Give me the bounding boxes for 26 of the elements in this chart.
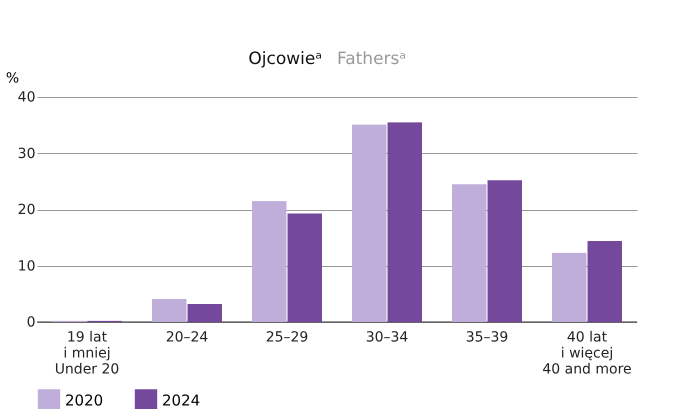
y-tick-label: 40 xyxy=(18,90,36,106)
x-tick-label: 40 lat i więcej 40 and more xyxy=(542,330,632,378)
y-axis-title: % xyxy=(6,70,20,86)
bar xyxy=(488,180,522,322)
bar xyxy=(552,252,586,322)
chart-title: Ojcowieᵃ xyxy=(248,49,322,69)
bar xyxy=(352,124,386,322)
bar xyxy=(452,184,486,322)
legend-label: 2024 xyxy=(162,391,200,409)
legend-label: 2020 xyxy=(65,391,104,409)
bar xyxy=(588,241,622,322)
x-tick-label: 20–24 xyxy=(166,330,208,346)
chart-subtitle: Fathersᵃ xyxy=(337,49,406,69)
y-tick-label: 0 xyxy=(26,314,36,330)
bar xyxy=(388,122,422,322)
x-tick-label: 19 lat i mniej Under 20 xyxy=(54,330,120,378)
y-tick-label: 20 xyxy=(18,202,36,218)
x-tick-label: 25–29 xyxy=(266,330,308,346)
bar xyxy=(152,298,186,322)
x-tick-label: 35–39 xyxy=(466,330,508,346)
y-tick-label: 10 xyxy=(18,258,36,274)
bar xyxy=(188,304,222,322)
bar xyxy=(288,213,322,322)
bar xyxy=(252,201,286,322)
y-tick-label: 30 xyxy=(18,146,36,162)
x-tick-label: 30–34 xyxy=(366,330,408,346)
